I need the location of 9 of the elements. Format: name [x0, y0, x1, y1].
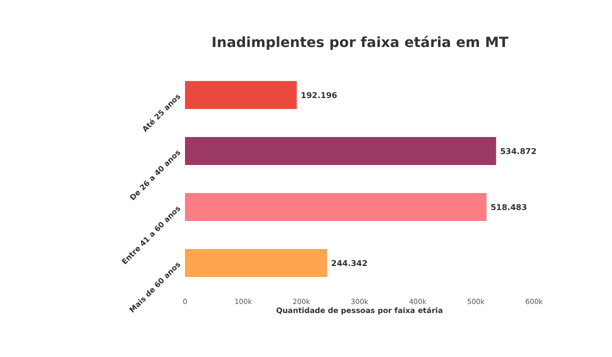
bar	[185, 249, 328, 277]
data-label: 534.872	[500, 147, 537, 156]
data-label: 244.342	[331, 259, 368, 268]
data-label: 192.196	[300, 91, 338, 100]
data-label: 518.483	[490, 203, 528, 212]
bar	[185, 137, 496, 165]
bar	[185, 81, 297, 109]
chart-title: Inadimplentes por faixa etária em MT	[212, 35, 509, 51]
bar	[185, 193, 487, 221]
